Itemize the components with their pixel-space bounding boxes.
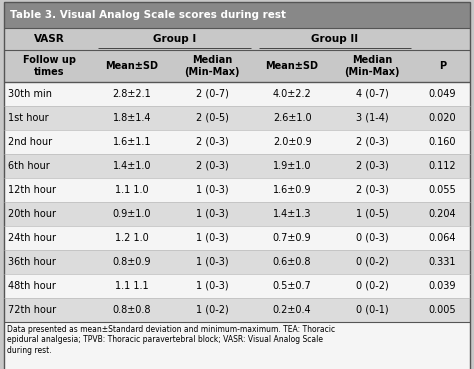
Text: 4.0±2.2: 4.0±2.2 <box>273 89 311 99</box>
Text: 0.8±0.9: 0.8±0.9 <box>112 257 151 267</box>
Text: 2 (0-3): 2 (0-3) <box>356 185 389 195</box>
Text: Table 3. Visual Analog Scale scores during rest: Table 3. Visual Analog Scale scores duri… <box>10 10 286 20</box>
Text: 1 (0-3): 1 (0-3) <box>196 185 228 195</box>
Text: 1 (0-3): 1 (0-3) <box>196 281 228 291</box>
Bar <box>4 50 470 82</box>
Text: 0.049: 0.049 <box>428 89 456 99</box>
Text: 0 (0-1): 0 (0-1) <box>356 305 389 315</box>
Text: 30th min: 30th min <box>8 89 52 99</box>
Text: 20th hour: 20th hour <box>8 209 56 219</box>
Text: 2nd hour: 2nd hour <box>8 137 52 147</box>
Text: 1 (0-3): 1 (0-3) <box>196 233 228 243</box>
Text: 0.5±0.7: 0.5±0.7 <box>273 281 311 291</box>
Bar <box>4 250 470 274</box>
Text: 2 (0-3): 2 (0-3) <box>356 137 389 147</box>
Text: 1.4±1.3: 1.4±1.3 <box>273 209 311 219</box>
Text: 0 (0-3): 0 (0-3) <box>356 233 389 243</box>
Text: 0.055: 0.055 <box>428 185 456 195</box>
Text: 0.039: 0.039 <box>428 281 456 291</box>
Text: 2.0±0.9: 2.0±0.9 <box>273 137 311 147</box>
Text: 0.331: 0.331 <box>428 257 456 267</box>
Text: VASR: VASR <box>34 34 64 44</box>
Text: 2 (0-7): 2 (0-7) <box>195 89 228 99</box>
Text: 2 (0-5): 2 (0-5) <box>195 113 228 123</box>
Text: 1.2 1.0: 1.2 1.0 <box>115 233 149 243</box>
Text: 24th hour: 24th hour <box>8 233 56 243</box>
Text: 1 (0-5): 1 (0-5) <box>356 209 389 219</box>
Text: 2 (0-3): 2 (0-3) <box>196 161 228 171</box>
Text: Median
(Min-Max): Median (Min-Max) <box>184 55 240 77</box>
Text: 6th hour: 6th hour <box>8 161 50 171</box>
Text: 0 (0-2): 0 (0-2) <box>356 281 389 291</box>
Bar <box>4 28 470 50</box>
Text: 2.8±2.1: 2.8±2.1 <box>112 89 151 99</box>
Text: 1.6±0.9: 1.6±0.9 <box>273 185 311 195</box>
Text: 1.6±1.1: 1.6±1.1 <box>112 137 151 147</box>
Text: Group II: Group II <box>311 34 358 44</box>
Text: 1 (0-3): 1 (0-3) <box>196 257 228 267</box>
Text: 0.064: 0.064 <box>428 233 456 243</box>
Text: 1st hour: 1st hour <box>8 113 49 123</box>
Bar <box>4 106 470 130</box>
Text: 72th hour: 72th hour <box>8 305 56 315</box>
Text: 0.8±0.8: 0.8±0.8 <box>112 305 151 315</box>
Bar <box>4 2 470 28</box>
Text: 3 (1-4): 3 (1-4) <box>356 113 389 123</box>
Text: P: P <box>439 61 446 71</box>
Text: 0.160: 0.160 <box>428 137 456 147</box>
Text: 0.6±0.8: 0.6±0.8 <box>273 257 311 267</box>
Text: 2 (0-3): 2 (0-3) <box>196 137 228 147</box>
Text: 48th hour: 48th hour <box>8 281 56 291</box>
Text: Mean±SD: Mean±SD <box>265 61 319 71</box>
Text: Data presented as mean±Standard deviation and minimum-maximum. TEA: Thoracic
epi: Data presented as mean±Standard deviatio… <box>7 325 335 355</box>
Text: 2 (0-3): 2 (0-3) <box>356 161 389 171</box>
Text: 1.8±1.4: 1.8±1.4 <box>112 113 151 123</box>
Text: 0.2±0.4: 0.2±0.4 <box>273 305 311 315</box>
Text: 0.112: 0.112 <box>428 161 456 171</box>
Text: 0.020: 0.020 <box>428 113 456 123</box>
Bar <box>4 202 470 226</box>
Text: Mean±SD: Mean±SD <box>105 61 158 71</box>
Bar <box>4 298 470 322</box>
Text: Group I: Group I <box>153 34 196 44</box>
Text: 0.005: 0.005 <box>428 305 456 315</box>
Bar <box>4 154 470 178</box>
Text: 1.9±1.0: 1.9±1.0 <box>273 161 311 171</box>
Text: 1.4±1.0: 1.4±1.0 <box>112 161 151 171</box>
Text: 1 (0-3): 1 (0-3) <box>196 209 228 219</box>
Text: 1.1 1.0: 1.1 1.0 <box>115 185 148 195</box>
Text: 1.1 1.1: 1.1 1.1 <box>115 281 148 291</box>
Text: 4 (0-7): 4 (0-7) <box>356 89 389 99</box>
Text: 12th hour: 12th hour <box>8 185 56 195</box>
Text: 0 (0-2): 0 (0-2) <box>356 257 389 267</box>
Text: 1 (0-2): 1 (0-2) <box>196 305 228 315</box>
Text: 0.9±1.0: 0.9±1.0 <box>112 209 151 219</box>
Text: 0.7±0.9: 0.7±0.9 <box>273 233 311 243</box>
Text: 36th hour: 36th hour <box>8 257 56 267</box>
Text: Median
(Min-Max): Median (Min-Max) <box>345 55 400 77</box>
Text: Follow up
times: Follow up times <box>23 55 75 77</box>
Text: 0.204: 0.204 <box>428 209 456 219</box>
Text: 2.6±1.0: 2.6±1.0 <box>273 113 311 123</box>
